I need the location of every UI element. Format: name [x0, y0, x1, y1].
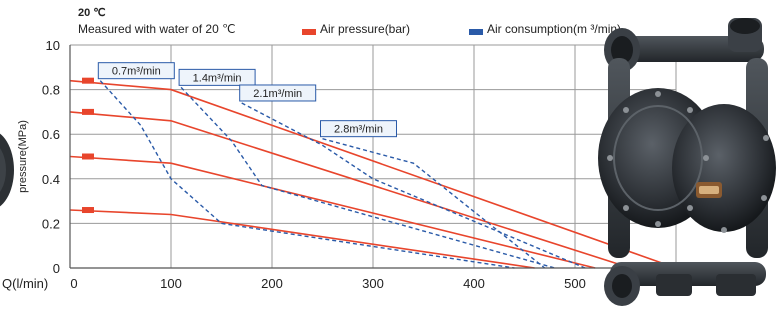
consumption-label-box-2	[178, 68, 256, 86]
y-tick-label-2: 0.4	[42, 172, 60, 187]
condition-label: Measured with water of 20 ℃	[78, 22, 236, 36]
consumption-label-1: 0.7m³/min	[112, 66, 161, 78]
legend-air-consumption-label: Air consumption(m ³/min)	[487, 22, 622, 36]
air-consumption-curve-3	[241, 102, 586, 269]
y-tick-label-3: 0.6	[42, 127, 60, 142]
consumption-label-box-1	[97, 62, 175, 80]
air-consumption-curve-1	[99, 80, 515, 269]
axes: 010020030040050060000.20.40.60.810Q(l/mi…	[2, 38, 687, 291]
y-tick-label-1: 0.2	[42, 216, 60, 231]
air-pressure-marker-3	[82, 153, 94, 160]
pump-image-left-fragment	[0, 133, 14, 207]
air-pressure-curve-4	[69, 209, 535, 269]
x-axis-label: Q(l/min)	[2, 276, 48, 291]
x-tick-label-4: 400	[463, 276, 485, 291]
start-markers	[82, 77, 94, 214]
x-tick-label-1: 100	[160, 276, 182, 291]
legend-air-pressure-label: Air pressure(bar)	[320, 22, 411, 36]
air-consumption-curve-2	[180, 86, 555, 269]
consumption-label-box-4	[320, 120, 397, 138]
consumption-label-3: 2.1m³/min	[253, 88, 302, 100]
temperature-label: 20 ℃	[78, 7, 106, 19]
consumption-labels: 0.7m³/min 1.4m³/min 2.1m³/min 2.8m³/min	[97, 62, 397, 138]
consumption-label-2: 1.4m³/min	[193, 72, 242, 84]
y-tick-label-4: 0.8	[42, 83, 60, 98]
air-pressure-marker-2	[82, 108, 94, 115]
x-tick-label-2: 200	[261, 276, 283, 291]
air-pressure-curves	[69, 79, 677, 269]
legend-swatch-air-pressure	[302, 29, 316, 35]
air-pressure-curve-1	[69, 79, 677, 269]
consumption-label-4: 2.8m³/min	[334, 124, 383, 136]
x-tick-label-3: 300	[362, 276, 384, 291]
legend-swatch-air-consumption	[469, 29, 483, 35]
air-pressure-curve-3	[69, 155, 596, 269]
y-axis-label: pressure(MPa)	[17, 120, 29, 193]
air-consumption-curves	[99, 80, 586, 269]
air-pressure-marker-4	[82, 207, 94, 214]
air-pressure-marker-1	[82, 77, 94, 84]
x-tick-label-0: 0	[70, 276, 77, 291]
consumption-label-box-3	[239, 84, 317, 102]
y-tick-label-0: 0	[53, 261, 60, 276]
air-pressure-curve-2	[69, 111, 631, 269]
air-consumption-curve-4	[322, 138, 546, 269]
pump-image	[598, 18, 776, 306]
y-tick-label-5: 10	[46, 38, 60, 53]
x-tick-label-5: 500	[564, 276, 586, 291]
